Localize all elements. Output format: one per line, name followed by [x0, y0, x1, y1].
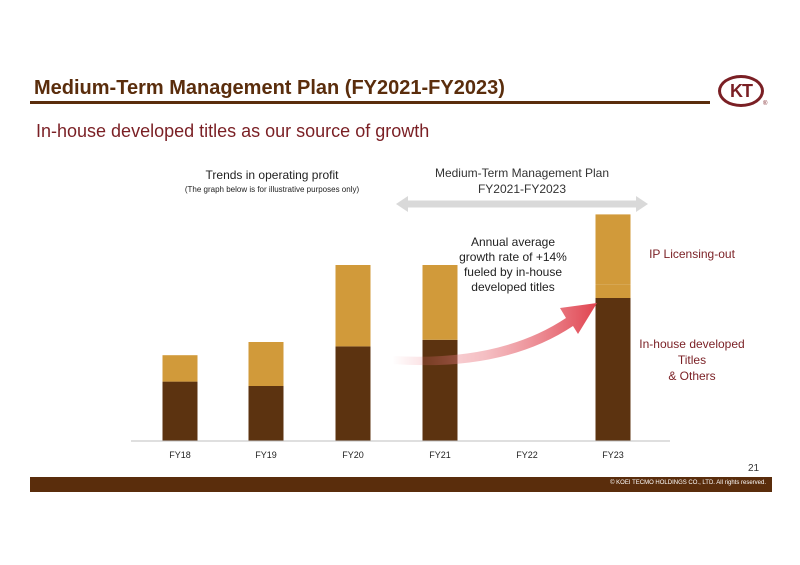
- bar-fy19-seg1: [248, 342, 284, 386]
- bar-fy21-seg0: [422, 339, 458, 441]
- legend-ip-licensing: IP Licensing-out: [649, 247, 735, 261]
- x-tick-labels: FY18 FY19 FY20 FY21 FY22 FY23: [169, 450, 624, 460]
- plan-title-line2: FY2021-FY2023: [477, 182, 567, 196]
- registered-mark: ®: [763, 101, 768, 107]
- annotation-line3: fueled by in-house: [463, 265, 563, 279]
- bar-fy18-seg0: [162, 381, 198, 441]
- bar-fy20-seg0: [335, 346, 371, 441]
- legend-inhouse-line2: Titles: [677, 353, 707, 367]
- legend-inhouse: In-house developed Titles & Others: [628, 336, 756, 384]
- plan-title: Medium-Term Management Plan FY2021-FY202…: [402, 165, 642, 197]
- copyright-text: © KOEI TECMO HOLDINGS CO., LTD. All righ…: [610, 480, 766, 486]
- page-number: 21: [748, 463, 760, 474]
- trend-title: Trends in operating profit: [205, 168, 339, 182]
- bar-fy23-seg2: [595, 214, 631, 285]
- koei-tecmo-logo-icon: KT: [718, 75, 764, 107]
- plan-range-arrow: [396, 196, 648, 212]
- legend-inhouse-line3: & Others: [668, 369, 716, 383]
- trend-note: (The graph below is for illustrative pur…: [184, 185, 360, 194]
- plan-title-line1: Medium-Term Management Plan: [434, 166, 610, 180]
- footer-bar: © KOEI TECMO HOLDINGS CO., LTD. All righ…: [30, 477, 772, 492]
- chart-bars: [162, 214, 631, 441]
- tick-label-fy18: FY18: [169, 450, 191, 460]
- legend-inhouse-line1: In-house developed: [639, 337, 745, 351]
- bar-fy21-seg1: [422, 265, 458, 340]
- tick-label-fy19: FY19: [255, 450, 277, 460]
- growth-annotation: Annual average growth rate of +14% fuele…: [458, 235, 568, 295]
- bar-fy20-seg1: [335, 265, 371, 347]
- slide-title: Medium-Term Management Plan (FY2021-FY20…: [34, 77, 505, 99]
- annotation-line2: growth rate of +14%: [459, 250, 567, 264]
- annotation-line1: Annual average: [470, 235, 556, 249]
- title-rule: [30, 101, 710, 104]
- bar-fy23-seg0: [595, 298, 631, 441]
- tick-label-fy23: FY23: [602, 450, 624, 460]
- tick-label-fy21: FY21: [429, 450, 451, 460]
- growth-arrow: [392, 303, 597, 366]
- slide-subtitle: In-house developed titles as our source …: [36, 121, 430, 141]
- bar-fy19-seg0: [248, 386, 284, 441]
- tick-label-fy20: FY20: [342, 450, 364, 460]
- bar-fy18-seg1: [162, 355, 198, 382]
- bar-fy23-seg1: [595, 284, 631, 298]
- tick-label-fy22: FY22: [516, 450, 538, 460]
- annotation-line4: developed titles: [471, 280, 555, 294]
